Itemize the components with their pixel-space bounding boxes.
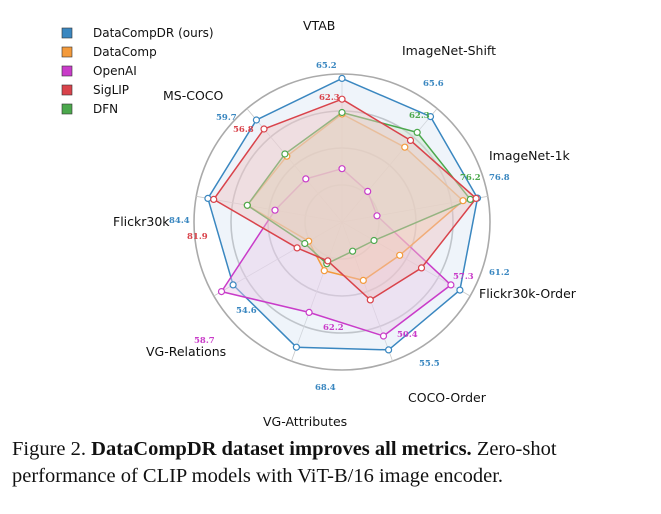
legend-label: DFN bbox=[93, 102, 118, 116]
data-point bbox=[301, 239, 309, 248]
series-polygon bbox=[220, 167, 453, 337]
data-point bbox=[260, 125, 268, 133]
legend-swatch bbox=[61, 84, 73, 96]
data-point bbox=[349, 247, 357, 255]
legend-swatch bbox=[61, 65, 73, 77]
axis-labels: VTAB ImageNet-Shift ImageNet-1k Flickr30k-O… bbox=[113, 18, 577, 429]
data-point bbox=[204, 194, 212, 202]
data-point bbox=[447, 281, 455, 289]
data-point bbox=[302, 175, 310, 183]
data-point bbox=[338, 165, 346, 173]
data-point bbox=[370, 236, 378, 245]
axis-label: ImageNet-1k bbox=[489, 148, 571, 163]
value-label: 50.4 bbox=[397, 330, 418, 340]
data-point bbox=[413, 128, 421, 136]
data-point bbox=[466, 195, 474, 203]
axis-spoke bbox=[291, 221, 343, 362]
axis-label: VG-Attributes bbox=[263, 414, 347, 429]
legend-swatch bbox=[61, 46, 73, 58]
value-labels: 65.2 62.3 65.6 62.3 76.2 76.8 61.2 57.3 55.5 50.4… bbox=[169, 61, 510, 393]
data-point bbox=[229, 281, 237, 289]
caption-prefix: Figure 2. bbox=[12, 438, 87, 460]
legend-label: OpenAI bbox=[93, 64, 137, 78]
value-label: 65.6 bbox=[423, 79, 444, 89]
value-label: 81.9 bbox=[187, 232, 208, 242]
series-polygon bbox=[207, 77, 479, 351]
data-point bbox=[459, 197, 467, 205]
data-point bbox=[426, 112, 435, 121]
axis-spoke bbox=[196, 195, 343, 223]
data-point bbox=[217, 288, 226, 296]
caption-rest: Zero-shot performance of CLIP models wit… bbox=[12, 438, 557, 487]
value-label: 62.2 bbox=[323, 323, 344, 333]
series-polygons bbox=[204, 74, 482, 354]
data-point bbox=[281, 150, 289, 158]
data-point bbox=[292, 343, 300, 351]
legend-label: DataComp bbox=[93, 45, 157, 59]
data-point bbox=[366, 296, 374, 304]
axis-label: VTAB bbox=[303, 18, 335, 33]
data-point bbox=[364, 187, 372, 195]
caption-bold: DataCompDR dataset improves all metrics. bbox=[91, 438, 472, 460]
data-point bbox=[472, 194, 480, 202]
data-point bbox=[359, 276, 367, 284]
value-label: 62.3 bbox=[319, 93, 340, 103]
data-point bbox=[293, 244, 301, 252]
axis-label: VG-Relations bbox=[146, 344, 226, 359]
data-point bbox=[305, 308, 313, 316]
data-point bbox=[271, 206, 279, 214]
axis-label: MS-COCO bbox=[163, 88, 224, 103]
value-label: 55.5 bbox=[419, 359, 440, 369]
value-label: 65.2 bbox=[316, 61, 337, 71]
data-point bbox=[324, 257, 332, 265]
data-point bbox=[320, 267, 328, 275]
data-point bbox=[396, 251, 404, 259]
series-polygon bbox=[246, 111, 472, 265]
data-point bbox=[401, 143, 409, 151]
axis-label: ImageNet-Shift bbox=[402, 43, 496, 58]
figure-caption: Figure 2. DataCompDR dataset improves al… bbox=[12, 436, 657, 490]
legend-label: DataCompDR (ours) bbox=[93, 26, 214, 40]
value-label: 61.2 bbox=[489, 268, 510, 278]
data-point bbox=[338, 108, 346, 117]
data-point bbox=[243, 201, 251, 209]
value-label: 62.3 bbox=[409, 111, 430, 121]
axis-label: Flickr30k-Order bbox=[479, 286, 577, 301]
axis-label: Flickr30k bbox=[113, 214, 170, 229]
data-point bbox=[417, 264, 426, 272]
data-point bbox=[210, 195, 218, 203]
axis-label: COCO-Order bbox=[408, 390, 487, 405]
data-point bbox=[456, 286, 464, 294]
data-point bbox=[385, 346, 393, 354]
legend-swatch bbox=[61, 103, 73, 115]
data-point bbox=[379, 332, 388, 340]
value-label: 54.6 bbox=[236, 306, 257, 316]
data-point bbox=[373, 212, 381, 220]
legend-swatch bbox=[61, 27, 73, 39]
data-point bbox=[338, 74, 346, 83]
legend: DataCompDR (ours) DataComp OpenAI SigLIP DFN bbox=[61, 26, 214, 116]
value-label: 56.8 bbox=[233, 125, 254, 135]
data-point bbox=[338, 95, 346, 103]
value-label: 76.8 bbox=[489, 173, 510, 183]
radar-chart: VTAB ImageNet-Shift ImageNet-1k Flickr30k-O… bbox=[61, 18, 577, 429]
legend-label: SigLIP bbox=[93, 83, 129, 97]
value-label: 58.7 bbox=[194, 336, 215, 346]
value-label: 84.4 bbox=[169, 216, 190, 226]
value-label: 57.3 bbox=[453, 272, 474, 282]
axis-spoke bbox=[341, 108, 438, 223]
value-label: 68.4 bbox=[315, 383, 336, 393]
series-polygon bbox=[212, 98, 478, 301]
value-label: 76.2 bbox=[460, 173, 481, 183]
data-point bbox=[406, 136, 415, 144]
data-point bbox=[252, 116, 260, 124]
value-label: 59.7 bbox=[216, 113, 237, 123]
